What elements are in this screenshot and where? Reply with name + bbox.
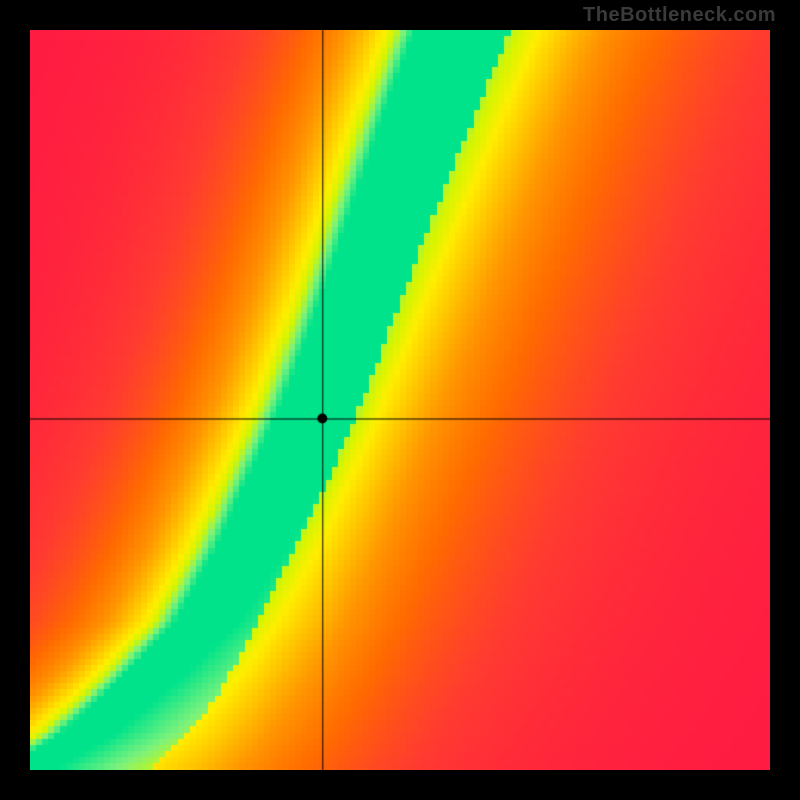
heatmap-canvas (30, 30, 770, 770)
heatmap-plot (30, 30, 770, 770)
chart-container: TheBottleneck.com (0, 0, 800, 800)
watermark-text: TheBottleneck.com (583, 4, 776, 27)
